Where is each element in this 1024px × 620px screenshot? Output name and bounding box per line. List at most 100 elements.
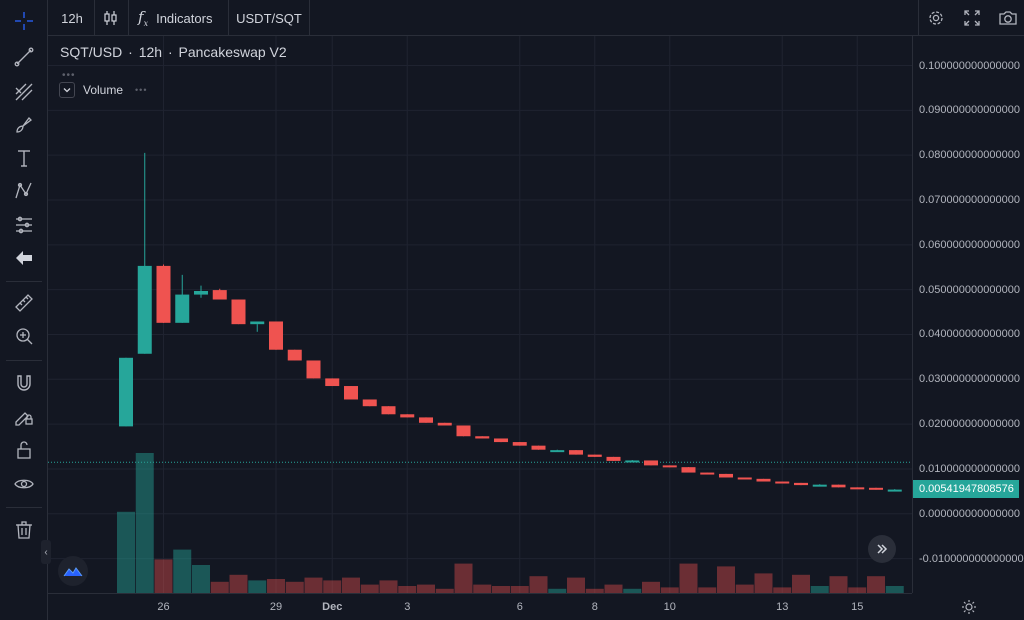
last-price-label: 0.00541947808576	[913, 480, 1019, 498]
candle-body	[887, 489, 902, 492]
text-tool[interactable]	[0, 143, 48, 173]
volume-bar	[398, 586, 417, 593]
interval-button[interactable]: 12h	[50, 0, 94, 36]
chevron-left-icon: ‹	[44, 546, 48, 558]
candle-body	[756, 478, 771, 482]
volume-bar	[229, 574, 248, 593]
crosshair-tool[interactable]	[0, 6, 48, 36]
back-tool[interactable]	[0, 243, 48, 273]
trash-icon	[16, 521, 32, 539]
fullscreen-button[interactable]	[956, 0, 988, 36]
volume-bar	[698, 587, 717, 593]
candle-body	[812, 484, 827, 487]
fullscreen-icon	[964, 10, 980, 26]
time-tick-label: 29	[269, 601, 283, 613]
visibility-tool[interactable]	[0, 469, 48, 499]
volume-bar	[773, 587, 792, 593]
candle-body	[437, 422, 452, 426]
volume-bar	[360, 584, 379, 593]
candle-body	[175, 294, 190, 323]
compare-symbol-button[interactable]: USDT/SQT	[229, 0, 309, 36]
logo-button[interactable]	[58, 556, 88, 586]
axis-settings-button[interactable]	[958, 596, 980, 618]
gear-icon	[929, 11, 943, 25]
fib-tool[interactable]	[0, 77, 48, 107]
price-tick-label: 0.000000000000000	[919, 507, 1020, 520]
volume-bar	[679, 563, 698, 593]
unlock-icon	[17, 441, 31, 459]
time-tick-label: 6	[516, 601, 523, 613]
volume-collapse-button[interactable]	[59, 82, 75, 98]
candle-body	[606, 456, 621, 461]
volume-bar	[735, 584, 754, 593]
candle-body	[400, 414, 415, 418]
prediction-tool[interactable]	[0, 210, 48, 240]
text-icon	[18, 150, 30, 167]
candle-body	[456, 425, 471, 437]
volume-bar	[173, 549, 192, 593]
remove-drawings-tool[interactable]	[0, 515, 48, 545]
legend-exchange: Pancakeswap V2	[178, 44, 287, 60]
volume-bar	[717, 566, 735, 593]
volume-more-dots[interactable]: •••	[135, 85, 148, 95]
volume-bar	[248, 580, 267, 593]
screenshot-button[interactable]	[992, 0, 1024, 36]
candle-body	[119, 357, 133, 427]
magnet-tool[interactable]	[0, 368, 48, 398]
measure-tool[interactable]	[0, 288, 48, 318]
price-tick-label: 0.080000000000000	[919, 149, 1020, 162]
indicators-button[interactable]: fx Indicators	[138, 0, 228, 36]
volume-bar	[210, 581, 229, 593]
volume-bar	[492, 586, 510, 593]
lock-tool[interactable]	[0, 435, 48, 465]
volume-bar	[585, 588, 604, 593]
volume-bar	[829, 576, 848, 593]
price-chart[interactable]	[48, 36, 912, 593]
volume-bar	[117, 511, 135, 593]
volume-bar	[510, 586, 529, 593]
volume-bar	[529, 576, 548, 593]
legend-pair: SQT/USD	[60, 44, 123, 60]
volume-bar	[848, 587, 867, 593]
candle-body	[550, 450, 565, 453]
candle-body	[212, 290, 227, 300]
collapse-toolbar-button[interactable]: ‹	[41, 540, 51, 564]
settings-button[interactable]	[920, 0, 952, 36]
volume-bar	[323, 580, 342, 593]
pattern-tool[interactable]	[0, 176, 48, 206]
volume-label: Volume	[83, 83, 124, 97]
pattern-icon	[15, 182, 32, 199]
candle-body	[156, 265, 171, 323]
scroll-to-realtime-button[interactable]	[868, 535, 896, 563]
time-axis[interactable]: 26 29 Dec 3 6 8 10 13 15	[48, 593, 912, 620]
price-axis[interactable]: 0.100000000000000 0.090000000000000 0.0800…	[912, 36, 1024, 593]
candle-body	[869, 487, 883, 490]
candle-body	[287, 349, 302, 361]
price-tick-label: -0.010000000000000	[919, 552, 1024, 565]
camera-icon	[999, 11, 1017, 25]
chart-type-button[interactable]	[95, 0, 127, 36]
volume-bar	[754, 573, 773, 593]
sliders-icon	[16, 216, 32, 234]
time-tick-label: 10	[663, 601, 676, 613]
zoom-in-icon	[16, 328, 33, 345]
volume-bar	[792, 574, 810, 593]
crosshair-icon	[15, 12, 33, 30]
candles-icon	[104, 11, 117, 25]
time-tick-label: 3	[404, 601, 411, 613]
candle-body	[700, 472, 715, 475]
brush-tool[interactable]	[0, 110, 48, 140]
legend-more-dots[interactable]: •••	[62, 70, 76, 81]
lock-draw-tool[interactable]	[0, 401, 48, 431]
candle-body	[344, 386, 358, 400]
volume-bar	[867, 576, 885, 593]
trend-line-tool[interactable]	[0, 42, 48, 72]
candle-body	[512, 442, 527, 446]
candle-body	[325, 378, 340, 387]
volume-bar	[379, 580, 398, 593]
zoom-tool[interactable]	[0, 321, 48, 351]
candle-body	[662, 465, 677, 468]
time-tick-label: 13	[776, 601, 789, 613]
sun-gear-icon	[962, 600, 976, 614]
double-chevron-right-icon	[877, 544, 888, 554]
